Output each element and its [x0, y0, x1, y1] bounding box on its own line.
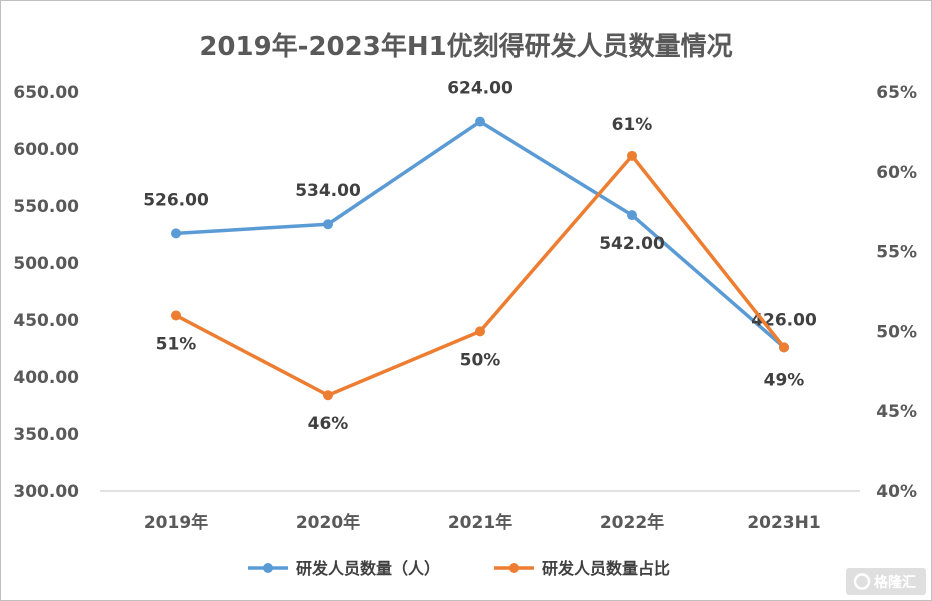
legend-label: 研发人员数量（人） — [296, 559, 440, 578]
data-label: 50% — [460, 350, 501, 370]
series-2: 51% 46% 50% 61% 49% — [156, 115, 805, 434]
data-point — [779, 342, 789, 353]
right-tick-label: 60% — [876, 163, 917, 183]
x-tick-label: 2022年 — [600, 512, 664, 533]
legend-label: 研发人员数量占比 — [542, 559, 670, 578]
left-tick-label: 600.00 — [13, 140, 79, 160]
data-point — [475, 326, 485, 337]
left-tick-label: 400.00 — [13, 368, 79, 388]
right-axis: 40% 45% 50% 55% 60% 65% — [876, 83, 917, 502]
left-tick-label: 350.00 — [13, 425, 79, 445]
data-point — [475, 116, 485, 127]
data-point — [323, 219, 333, 230]
right-tick-label: 55% — [876, 243, 917, 263]
x-tick-label: 2021年 — [448, 512, 512, 533]
data-label: 624.00 — [447, 79, 513, 99]
right-tick-label: 65% — [876, 83, 917, 103]
left-tick-label: 650.00 — [13, 83, 79, 103]
right-tick-label: 50% — [876, 322, 917, 342]
data-label: 46% — [308, 414, 349, 434]
data-label: 526.00 — [143, 190, 209, 210]
data-label: 49% — [764, 370, 805, 390]
x-axis: 2019年 2020年 2021年 2022年 2023H1 — [144, 512, 821, 533]
x-tick-label: 2020年 — [296, 512, 360, 533]
data-label: 542.00 — [599, 234, 665, 254]
legend: 研发人员数量（人） 研发人员数量占比 — [248, 559, 670, 578]
right-tick-label: 45% — [876, 402, 917, 422]
left-tick-label: 450.00 — [13, 311, 79, 331]
data-point — [323, 390, 333, 401]
left-tick-label: 300.00 — [13, 482, 79, 502]
x-tick-label: 2019年 — [144, 512, 208, 533]
data-point — [171, 228, 181, 239]
legend-item: 研发人员数量占比 — [494, 559, 670, 578]
data-point — [627, 150, 637, 161]
left-tick-label: 550.00 — [13, 197, 79, 217]
watermark: 格隆汇 — [846, 568, 926, 595]
ring-logo-icon — [853, 573, 871, 590]
series-layer: 526.00 534.00624.00542.00426.0051%46%50%6… — [143, 79, 817, 435]
watermark-text: 格隆汇 — [874, 574, 916, 591]
legend-item: 研发人员数量（人） — [248, 559, 440, 578]
right-tick-label: 40% — [876, 482, 917, 502]
data-label: 61% — [612, 115, 653, 135]
left-axis: 300.00 350.00 400.00 450.00 500.00 550.00 600.… — [13, 83, 79, 502]
data-label: 51% — [156, 334, 197, 354]
x-tick-label: 2023H1 — [747, 513, 820, 533]
data-point — [171, 310, 181, 321]
legend-swatch-marker — [509, 563, 519, 573]
data-point — [627, 210, 637, 221]
data-label: 534.00 — [295, 181, 361, 201]
chart-title: 2019年-2023年H1优刻得研发人员数量情况 — [199, 31, 732, 62]
left-tick-label: 500.00 — [13, 254, 79, 274]
legend-swatch-marker — [263, 563, 273, 573]
